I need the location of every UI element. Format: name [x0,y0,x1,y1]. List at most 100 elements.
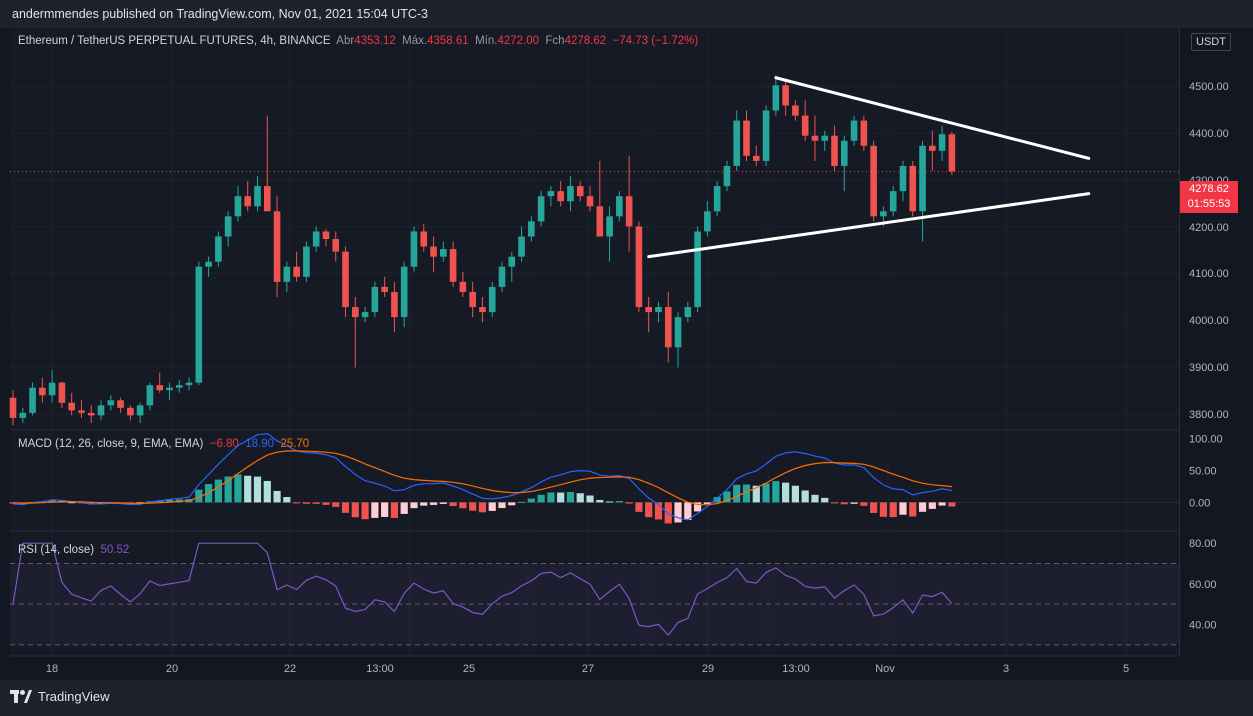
candle[interactable] [283,266,291,282]
candle[interactable] [479,307,486,313]
candle[interactable] [518,236,525,257]
candle[interactable] [537,196,545,222]
candle[interactable] [381,286,388,292]
candle[interactable] [645,307,652,313]
candle[interactable] [547,191,555,197]
candle[interactable] [156,385,163,391]
candle[interactable] [694,231,701,308]
candle[interactable] [625,196,633,227]
candle[interactable] [782,85,789,106]
candle[interactable] [469,291,476,308]
candle[interactable] [361,312,369,318]
candle[interactable] [635,226,643,308]
candle[interactable] [107,400,115,406]
candle[interactable] [831,135,838,166]
candle[interactable] [909,165,917,212]
candle[interactable] [400,266,408,318]
candle[interactable] [850,120,858,141]
currency-button[interactable]: USDT [1191,33,1231,51]
candle[interactable] [733,120,741,166]
candle[interactable] [97,405,105,416]
candle[interactable] [899,165,907,192]
candle[interactable] [528,221,535,237]
candle[interactable] [117,400,124,408]
candle[interactable] [938,134,946,151]
candle[interactable] [841,140,848,166]
candle[interactable] [58,382,66,403]
candle[interactable] [205,261,212,267]
candle[interactable] [48,382,56,396]
candle[interactable] [332,239,340,252]
candle[interactable] [704,211,711,232]
candle[interactable] [762,110,770,161]
candle[interactable] [596,206,604,237]
candle[interactable] [244,196,252,207]
candle[interactable] [684,307,692,318]
trendline-upper[interactable] [774,76,1091,160]
candle[interactable] [664,307,672,348]
macd-title[interactable]: MACD (12, 26, close, 9, EMA, EMA) [18,438,204,450]
candle[interactable] [655,307,662,313]
candle[interactable] [293,266,300,277]
candle[interactable] [410,231,418,267]
candle[interactable] [948,134,956,172]
candle[interactable] [752,155,760,161]
rsi-title[interactable]: RSI (14, close) [18,544,95,556]
trendline-lower[interactable] [647,192,1091,259]
candle[interactable] [68,402,75,411]
candle[interactable] [39,387,46,396]
candle[interactable] [371,286,379,313]
candle[interactable] [9,397,17,418]
candle[interactable] [498,266,506,287]
candle[interactable] [234,196,242,217]
candle[interactable] [449,249,457,282]
candle[interactable] [880,211,887,217]
candle[interactable] [459,281,467,292]
candle[interactable] [557,191,564,202]
candle[interactable] [586,196,594,207]
candle[interactable] [136,405,144,416]
candle[interactable] [195,266,203,383]
candle[interactable] [175,385,183,388]
candle[interactable] [772,85,780,111]
candle[interactable] [929,145,936,151]
candle[interactable] [860,120,868,146]
candle[interactable] [312,231,320,247]
candle[interactable] [391,291,398,318]
candle[interactable] [723,165,731,187]
candle[interactable] [273,211,281,282]
candle[interactable] [127,407,134,416]
candle[interactable] [215,236,222,262]
candle[interactable] [440,249,447,257]
candle[interactable] [263,186,271,212]
candle[interactable] [743,120,750,156]
candle[interactable] [29,387,36,413]
candle[interactable] [889,191,897,212]
candle[interactable] [821,135,829,141]
candle[interactable] [488,286,496,313]
candle[interactable] [567,186,574,202]
candle[interactable] [322,231,330,240]
candle[interactable] [146,385,154,406]
candle[interactable] [508,256,516,267]
candle[interactable] [352,307,359,318]
candle[interactable] [224,216,232,237]
candle[interactable] [801,115,809,136]
candle[interactable] [254,186,261,207]
candle[interactable] [166,387,173,391]
candle[interactable] [185,382,193,386]
candle[interactable] [811,135,819,141]
candle[interactable] [420,231,428,247]
candle[interactable] [919,145,926,212]
candle[interactable] [303,246,310,277]
candle[interactable] [616,196,623,217]
candle[interactable] [87,412,95,416]
candle[interactable] [870,145,877,217]
candle[interactable] [674,317,682,348]
candle[interactable] [342,251,349,308]
symbol-title[interactable]: Ethereum / TetherUS PERPETUAL FUTURES, 4… [18,35,331,47]
candle[interactable] [430,246,437,257]
tradingview-logo[interactable]: TradingView [10,689,110,704]
candle[interactable] [606,216,613,237]
